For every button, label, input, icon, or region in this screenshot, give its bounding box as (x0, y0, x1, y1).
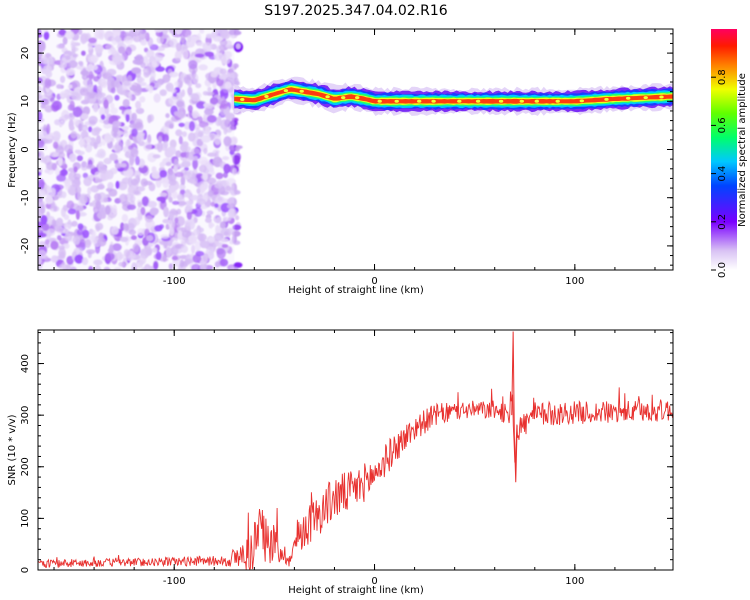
signal-band-dot (659, 95, 664, 99)
noise-speckle (233, 262, 243, 268)
signal-band-dot (519, 99, 524, 103)
snr-ytick-label: 300 (20, 406, 31, 425)
snr-ytick-label: 400 (20, 354, 31, 373)
noise-speckle (233, 190, 241, 195)
spectrogram-ytick-label: 20 (20, 47, 31, 60)
snr-ytick-label: 100 (20, 509, 31, 528)
signal-band-red (234, 87, 673, 104)
signal-band-dot (643, 96, 648, 100)
noise-speckle (235, 145, 240, 152)
signal-band-dot (377, 99, 382, 103)
snr-frame (37, 329, 674, 571)
signal-band-dot (240, 98, 245, 101)
signal-band-dot (555, 99, 560, 103)
colorbar-tick-label: 0.2 (717, 214, 728, 230)
signal-band-dot (264, 95, 269, 98)
spectrogram-ytick-label: -20 (20, 238, 31, 254)
colorbar-axes: 0.0 0.2 0.4 0.6 0.8 (711, 69, 728, 278)
spectrogram-ylabel: Frequency (Hz) (7, 112, 18, 188)
snr-axes: -100 0 100 0 100 200 300 400 (20, 330, 673, 587)
snr-series (38, 331, 673, 570)
signal-band-dot (299, 89, 304, 93)
noise-speckle (232, 224, 242, 231)
spectrogram-ytick-label: 0 (20, 146, 31, 152)
spectrogram-ytick-label: -10 (20, 190, 31, 206)
signal-band-dot (341, 96, 346, 100)
colorbar-tick-label: 0.6 (717, 117, 728, 133)
signal-band-dot (498, 99, 504, 103)
signal-band-dot (283, 89, 289, 93)
chart-title: S197.2025.347.04.02.R16 (264, 3, 447, 19)
signal-band-dot (475, 99, 481, 103)
signal-band-dot (579, 99, 584, 103)
colorbar-tick-label: 0.0 (717, 262, 728, 278)
snr-ylabel: SNR (10 * v/v) (7, 414, 18, 485)
snr-xtick-label: 0 (371, 576, 377, 587)
snr-ytick-label: 0 (20, 567, 31, 573)
signal-band-dot (604, 97, 609, 101)
signal-band (234, 76, 673, 116)
signal-band-dot (355, 96, 360, 100)
snr-xtick-label: 100 (565, 576, 584, 587)
noise-region (38, 29, 244, 270)
snr-background (38, 330, 673, 570)
noise-speckle (235, 43, 241, 50)
noise-speckle (232, 240, 241, 245)
snr-xtick-label: -100 (163, 576, 186, 587)
signal-band-dot (626, 96, 631, 100)
noise-haze (38, 29, 235, 270)
signal-band-dot (394, 99, 399, 103)
noise-speckle (232, 154, 241, 165)
snr-peak (511, 331, 518, 483)
snr-ytick-label: 200 (20, 457, 31, 476)
spectrogram-xtick-label: -100 (163, 276, 186, 287)
spectrogram-xlabel: Height of straight line (km) (288, 285, 424, 296)
noise-speckle (235, 215, 240, 221)
colorbar-tick-label: 0.8 (717, 69, 728, 85)
colorbar: 0.0 0.2 0.4 0.6 0.8 Normalized spectral ampl… (711, 29, 748, 278)
colorbar-gradient (711, 29, 737, 270)
spectrogram-ytick-label: 10 (20, 95, 31, 108)
spectrogram-xtick-label: 100 (565, 276, 584, 287)
snr-panel: -100 0 100 0 100 200 300 400 Height of straight… (7, 329, 674, 596)
signal-band-dot (431, 99, 436, 103)
signal-band-dot (534, 99, 539, 103)
colorbar-tick-label: 0.4 (717, 166, 728, 182)
snr-line (38, 387, 673, 570)
colorbar-label: Normalized spectral amplitude (737, 73, 748, 227)
signal-band-dot (417, 99, 422, 103)
signal-band-dot (457, 99, 462, 103)
spectrogram-xtick-label: 0 (371, 276, 377, 287)
signal-band-dot (325, 95, 330, 99)
snr-xlabel: Height of straight line (km) (288, 585, 424, 596)
